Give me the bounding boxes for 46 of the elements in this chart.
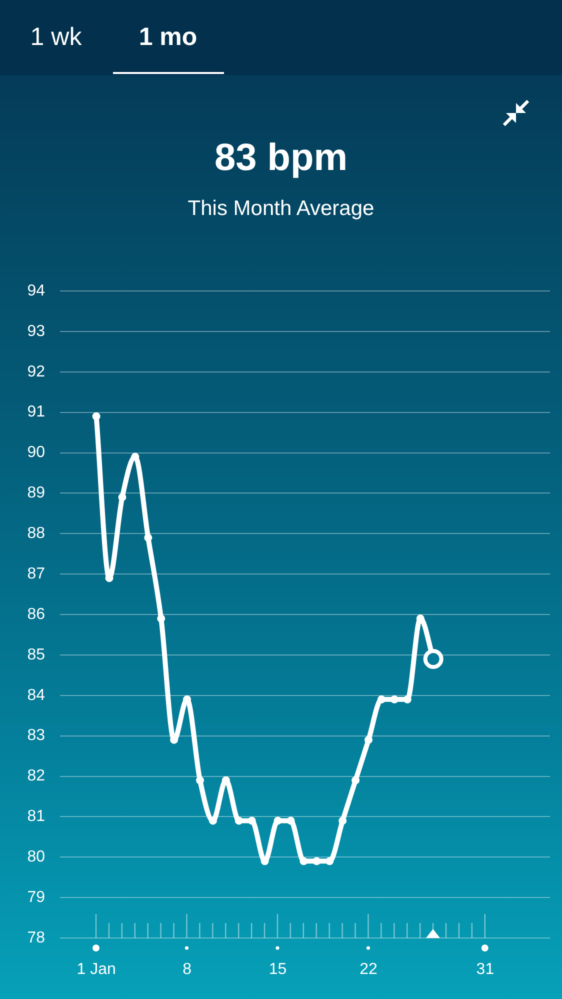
point bbox=[196, 776, 204, 784]
point bbox=[352, 776, 360, 784]
point bbox=[274, 816, 282, 825]
text: 1 mo bbox=[138, 23, 198, 52]
point bbox=[403, 695, 412, 704]
point bbox=[92, 412, 100, 420]
point bbox=[157, 614, 166, 623]
y-tick-label: 79 bbox=[27, 888, 46, 906]
point bbox=[338, 816, 347, 825]
y-tick-label: 78 bbox=[27, 929, 46, 946]
x-tick-label: 22 bbox=[360, 961, 378, 978]
point bbox=[377, 695, 386, 704]
point bbox=[326, 857, 334, 866]
y-tick-label: 91 bbox=[27, 404, 46, 421]
y-tick-label: 86 bbox=[27, 606, 46, 623]
y-tick-label: 80 bbox=[27, 848, 46, 866]
point bbox=[286, 816, 295, 825]
point bbox=[234, 816, 243, 825]
x-tick-label: 15 bbox=[268, 961, 287, 978]
y-tick-label: 89 bbox=[27, 484, 46, 502]
point bbox=[390, 695, 398, 704]
x-tick-label: 31 bbox=[476, 961, 494, 978]
y-tick-label: 85 bbox=[27, 646, 46, 664]
y-tick-label: 84 bbox=[27, 686, 46, 704]
point bbox=[144, 534, 152, 542]
x-tick-label: 8 bbox=[182, 961, 192, 978]
chart-subtitle: This Month Average bbox=[188, 197, 374, 220]
point bbox=[118, 493, 126, 502]
point bbox=[208, 816, 217, 825]
y-tick-label: 83 bbox=[27, 727, 46, 744]
y-tick-label: 93 bbox=[27, 322, 46, 340]
y-tick-label: 87 bbox=[27, 565, 46, 582]
y-tick-label: 90 bbox=[27, 444, 46, 462]
point bbox=[131, 452, 140, 461]
text: 1 wk bbox=[30, 23, 82, 52]
chart-title: 83 bpm bbox=[214, 137, 348, 179]
y-tick-label: 82 bbox=[27, 768, 46, 785]
y-tick-label: 88 bbox=[27, 525, 46, 542]
y-tick-label: 92 bbox=[27, 363, 46, 380]
point bbox=[312, 857, 321, 866]
point bbox=[248, 816, 256, 825]
y-tick-label: 94 bbox=[27, 282, 46, 300]
point bbox=[300, 857, 308, 866]
y-tick-label: 81 bbox=[27, 808, 46, 826]
point bbox=[364, 736, 373, 744]
x-tick-label: 1 Jan bbox=[76, 961, 116, 978]
